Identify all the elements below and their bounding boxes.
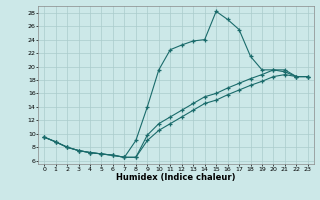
X-axis label: Humidex (Indice chaleur): Humidex (Indice chaleur)	[116, 173, 236, 182]
